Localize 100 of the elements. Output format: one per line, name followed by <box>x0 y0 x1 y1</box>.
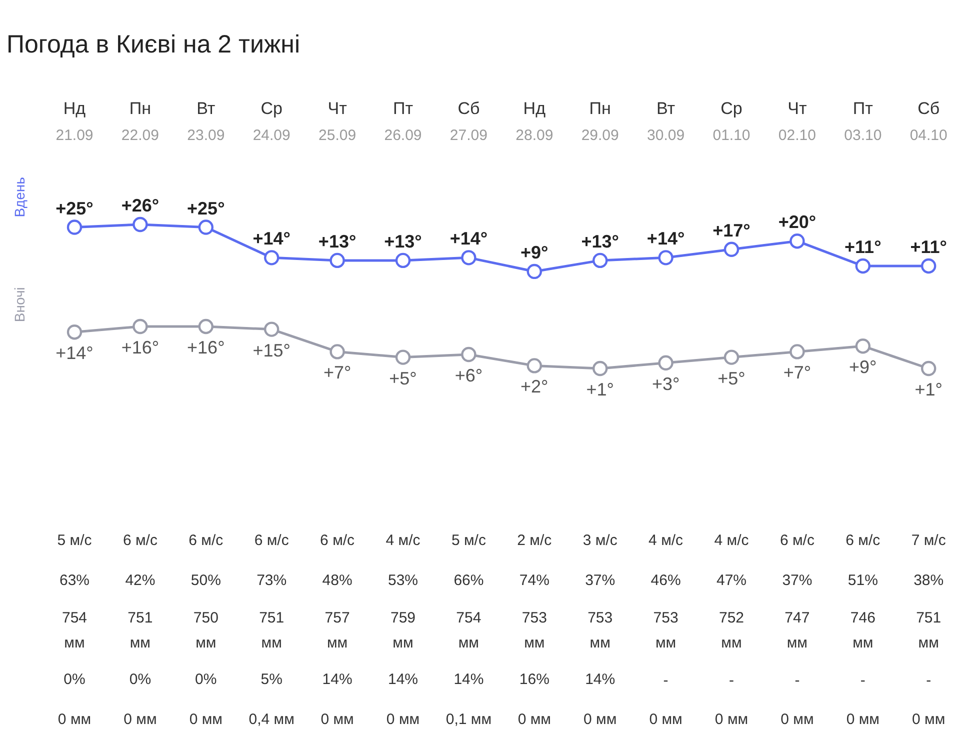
category-label: Пн 22.09 <box>121 99 159 144</box>
text: 5 м/с <box>57 532 92 549</box>
text: 0 мм <box>714 711 748 728</box>
data-label: +16° <box>187 338 225 358</box>
text: 0 мм <box>649 711 682 728</box>
text: 14% <box>454 671 484 688</box>
data-label: +11° <box>844 236 882 257</box>
text: 53% <box>388 572 418 589</box>
chart-title: Погода в Києві на 2 тижні <box>6 30 300 58</box>
text: 66% <box>454 572 484 589</box>
category-label: Сб 27.09 <box>450 99 488 144</box>
category-label: Нд 21.09 <box>56 99 94 144</box>
data-label: +20° <box>778 212 816 232</box>
point <box>658 250 674 266</box>
text: 750 мм <box>193 610 218 652</box>
point <box>855 338 870 354</box>
text: 0,4 мм <box>248 711 294 728</box>
point <box>330 252 345 268</box>
text: 747 мм <box>784 610 810 652</box>
category-label: Вт 23.09 <box>187 99 225 144</box>
data-label: +13° <box>384 231 422 252</box>
data-label: +13° <box>581 231 619 252</box>
data-label: +17° <box>712 220 750 240</box>
text: 0 мм <box>912 711 946 728</box>
text: 0 мм <box>386 711 420 728</box>
point <box>592 360 608 376</box>
text: 14% <box>388 671 418 688</box>
text: 5% <box>260 671 282 688</box>
data-label: +3° <box>652 374 680 394</box>
data-label: +6° <box>454 366 483 386</box>
text: 4 м/с <box>714 532 750 549</box>
category-label: Вт 30.09 <box>647 99 685 144</box>
data-label: +1° <box>914 380 942 400</box>
data-label: +5° <box>718 368 746 388</box>
text: 6 м/с <box>780 532 815 549</box>
text: 3 м/с <box>582 532 618 549</box>
category-label: Пт 26.09 <box>384 99 422 144</box>
point <box>132 318 148 334</box>
point <box>921 258 936 274</box>
data-label: +14° <box>252 228 290 249</box>
point <box>198 318 214 334</box>
text: 2 м/с <box>517 532 552 549</box>
text: 6 м/с <box>254 532 290 549</box>
point <box>395 252 411 268</box>
text: 0 мм <box>780 711 814 728</box>
text: 73% <box>256 572 287 589</box>
text: 51% <box>848 572 878 589</box>
text: - <box>663 672 668 689</box>
data-label: +7° <box>783 362 812 383</box>
data-label: +13° <box>318 231 356 252</box>
text: 46% <box>650 572 681 589</box>
point <box>592 252 608 268</box>
data-label: +25° <box>187 198 225 218</box>
point <box>921 360 936 376</box>
point <box>790 234 805 249</box>
text: - <box>794 672 800 689</box>
text: 0,1 мм <box>446 711 492 728</box>
text: 48% <box>322 572 352 589</box>
category-label: Ср 24.09 <box>252 99 290 144</box>
point <box>132 216 148 232</box>
text: 0 мм <box>124 711 157 728</box>
point <box>461 250 476 266</box>
text: 0% <box>64 671 86 688</box>
category-label: Сб 04.10 <box>910 99 948 144</box>
category-label: Пн 29.09 <box>581 99 619 144</box>
text: 0 мм <box>189 711 222 728</box>
point <box>330 344 345 360</box>
category-label: Чт 25.09 <box>318 99 356 144</box>
point <box>724 242 740 257</box>
text: 42% <box>125 572 156 589</box>
data-label: +26° <box>121 196 160 216</box>
text: 0 мм <box>584 711 617 728</box>
data-label: +7° <box>323 362 352 383</box>
point <box>395 350 411 365</box>
text: 38% <box>914 572 944 589</box>
text: 6 м/с <box>320 532 356 549</box>
data-label: +5° <box>389 368 417 388</box>
point <box>264 250 280 266</box>
text: 751 мм <box>259 610 284 652</box>
category-label: Ср 01.10 <box>712 99 750 144</box>
text: 0% <box>129 671 152 688</box>
text: 753 мм <box>653 610 678 652</box>
text: 0 мм <box>518 711 551 728</box>
point <box>658 355 674 370</box>
text: - <box>860 672 866 689</box>
text: 759 мм <box>390 610 416 652</box>
point <box>461 346 476 362</box>
text: 50% <box>190 572 221 589</box>
text: Вдень <box>12 177 28 218</box>
data-label: +14° <box>450 228 488 249</box>
text: 0 мм <box>846 711 880 728</box>
category-label: Чт 02.10 <box>778 99 816 144</box>
text: 4 м/с <box>648 532 684 549</box>
text: 6 м/с <box>122 532 158 549</box>
point <box>198 220 214 235</box>
text: 746 мм <box>850 610 876 652</box>
text: 6 м/с <box>846 532 881 549</box>
point <box>66 220 82 235</box>
text: 6 м/с <box>188 532 224 549</box>
text: 14% <box>322 671 352 688</box>
